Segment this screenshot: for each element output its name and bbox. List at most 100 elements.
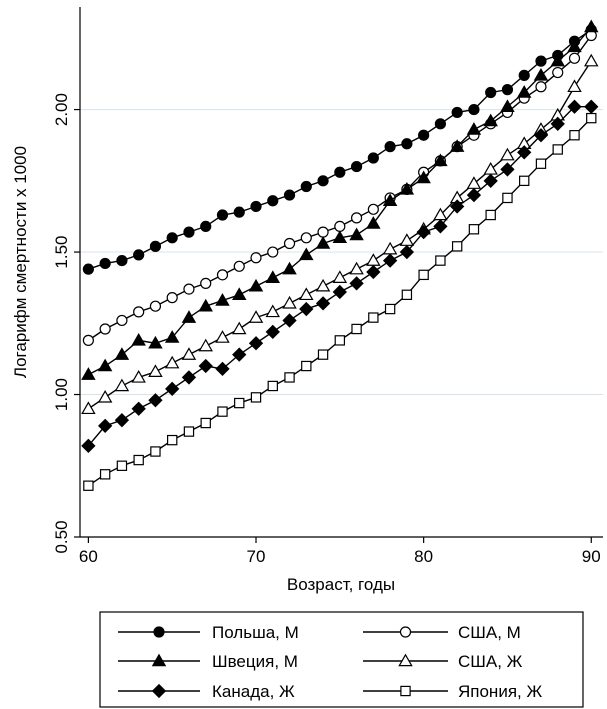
data-point <box>518 69 530 81</box>
data-point <box>83 480 94 491</box>
data-point <box>131 401 146 416</box>
legend-marker <box>151 653 167 667</box>
data-point <box>217 406 228 417</box>
data-point <box>148 364 163 377</box>
data-point <box>502 192 513 204</box>
series-5 <box>81 99 599 453</box>
data-point <box>81 401 96 415</box>
legend: Польша, М США, М Швеция, М США, Ж Канада, Ж Я… <box>99 611 584 708</box>
x-axis-label: Возраст, годы <box>287 575 395 594</box>
x-tick-label: 90 <box>582 547 601 566</box>
data-point <box>148 335 163 349</box>
data-point <box>433 153 448 167</box>
data-point <box>183 226 195 238</box>
data-point <box>466 187 482 203</box>
data-point <box>299 301 314 317</box>
plot-area <box>81 19 599 491</box>
legend-entry: Польша, М <box>118 623 299 642</box>
data-point <box>282 295 297 309</box>
data-point <box>215 330 230 343</box>
data-point <box>133 454 144 466</box>
data-point <box>334 335 346 346</box>
data-point <box>500 99 515 112</box>
data-point <box>233 206 245 218</box>
axes <box>74 7 603 543</box>
data-point <box>501 84 514 96</box>
data-point <box>399 181 415 195</box>
data-point <box>519 175 530 187</box>
data-point <box>131 332 146 346</box>
data-point <box>248 310 264 323</box>
data-point <box>301 360 312 372</box>
data-point <box>97 418 113 434</box>
data-point <box>300 232 312 244</box>
tick-labels: 60 70 80 90 0.50 1.00 1.50 2.00 <box>52 93 601 566</box>
data-point <box>350 160 363 173</box>
data-point <box>485 86 497 99</box>
data-point <box>166 292 178 304</box>
y-tick-label: 2.00 <box>52 93 71 126</box>
data-point <box>215 361 230 377</box>
data-point <box>401 289 413 300</box>
data-point <box>133 249 145 261</box>
data-point <box>552 144 563 155</box>
data-point <box>315 296 331 311</box>
y-tick-label: 1.50 <box>52 236 71 269</box>
data-point <box>367 152 379 164</box>
data-point <box>116 255 128 267</box>
y-tick-label: 0.50 <box>52 520 71 553</box>
data-point <box>332 284 347 300</box>
data-point <box>131 370 146 383</box>
data-point <box>416 224 431 240</box>
data-point <box>567 99 582 114</box>
data-point <box>99 323 111 335</box>
x-tick-label: 80 <box>414 547 433 566</box>
data-point <box>483 113 498 127</box>
legend-entry: Япония, Ж <box>363 682 542 701</box>
legend-marker <box>153 626 165 638</box>
data-point <box>468 224 480 235</box>
data-point <box>332 270 348 283</box>
data-point <box>248 278 264 292</box>
data-point <box>485 209 496 221</box>
data-point <box>81 367 96 380</box>
data-point <box>382 253 398 268</box>
data-point <box>584 19 599 33</box>
legend-label: США, М <box>458 623 521 642</box>
data-point <box>416 170 431 184</box>
legend-label: Швеция, М <box>212 652 298 671</box>
data-point <box>284 372 295 383</box>
data-point <box>198 358 213 374</box>
data-point <box>300 180 312 193</box>
data-point <box>250 200 262 213</box>
data-point <box>334 166 346 178</box>
data-point <box>315 236 331 249</box>
data-point <box>368 312 379 323</box>
data-point <box>550 116 565 131</box>
data-point <box>568 52 581 64</box>
data-point <box>317 226 329 238</box>
legend-marker <box>399 626 412 638</box>
data-point <box>433 219 448 234</box>
data-point <box>166 232 178 244</box>
data-point <box>533 67 549 81</box>
data-point <box>552 66 564 79</box>
series-1 <box>82 24 597 275</box>
data-point <box>584 53 599 67</box>
data-point <box>234 397 245 409</box>
series-3 <box>81 19 599 380</box>
data-point <box>164 355 180 369</box>
data-point <box>198 298 213 312</box>
data-point <box>351 323 362 335</box>
data-point <box>181 347 197 360</box>
data-point <box>250 392 262 403</box>
data-point <box>267 195 279 207</box>
data-point <box>232 287 247 301</box>
data-point <box>567 39 582 53</box>
data-point <box>283 237 296 250</box>
data-point <box>81 438 96 453</box>
data-point <box>468 103 480 116</box>
data-point <box>150 446 161 457</box>
data-point <box>265 304 281 318</box>
data-point <box>233 260 245 272</box>
